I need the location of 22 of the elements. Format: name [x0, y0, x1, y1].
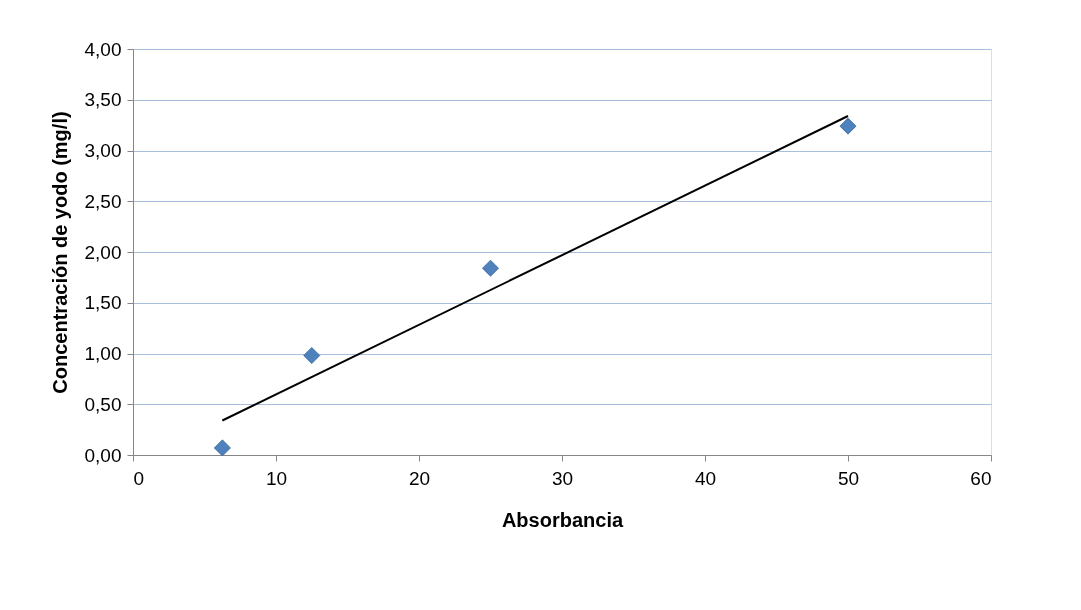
y-axis-title: Concentración de yodo (mg/l): [48, 111, 71, 394]
x-tick-label: 50: [837, 467, 860, 489]
y-tick-label: 0,00: [84, 444, 122, 466]
x-tick-label: 10: [265, 467, 288, 489]
y-tick-label: 2,50: [84, 190, 122, 212]
point: [839, 117, 857, 135]
x-tick-label: 30: [551, 467, 574, 489]
y-tick-label: 1,50: [84, 292, 122, 314]
y-tick-label: 0,50: [84, 393, 122, 415]
y-tick-label: 4,00: [84, 38, 122, 60]
point: [303, 347, 321, 364]
x-tick-label: 0: [133, 467, 145, 489]
x-tick-label: 60: [970, 467, 992, 489]
x-tick-label: 20: [408, 467, 431, 489]
y-tick-label: 3,00: [84, 140, 122, 161]
point: [213, 439, 231, 457]
x-axis-title: Absorbancia: [501, 508, 624, 531]
point: [482, 259, 499, 277]
x-tick-label: 40: [694, 467, 717, 489]
y-tick-label: 1,00: [84, 343, 122, 364]
y-tick-label: 3,50: [84, 89, 122, 111]
y-tick-label: 2,00: [84, 241, 122, 263]
